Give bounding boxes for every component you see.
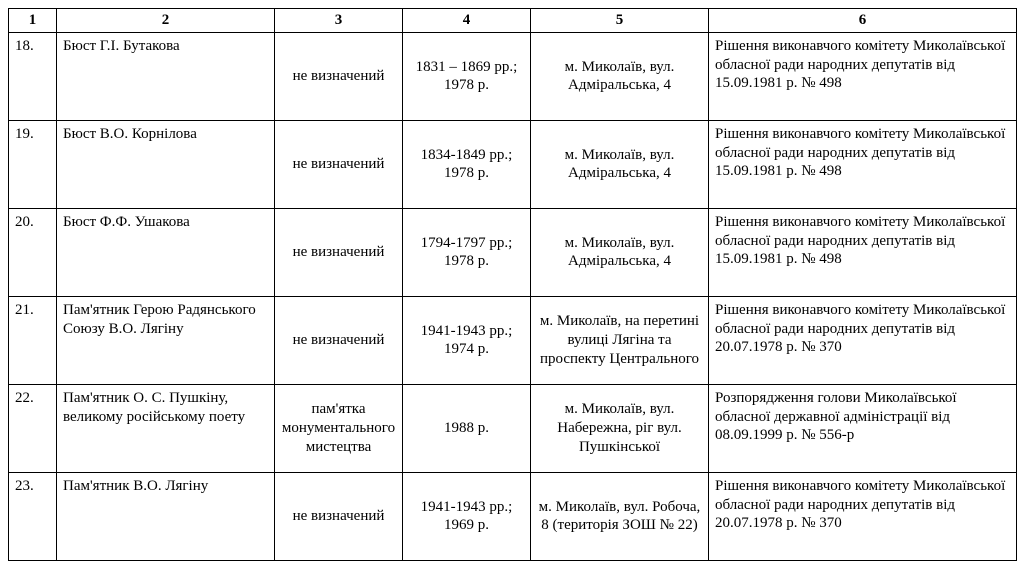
col-header-4: 4 bbox=[403, 9, 531, 33]
cell-number: 21. bbox=[9, 296, 57, 384]
col-header-6: 6 bbox=[709, 9, 1017, 33]
cell-dates: 1834-1849 рр.; 1978 р. bbox=[403, 120, 531, 208]
cell-name: Бюст Г.І. Бутакова bbox=[57, 32, 275, 120]
table-row: 21.Пам'ятник Герою Радянського Союзу В.О… bbox=[9, 296, 1017, 384]
col-header-5: 5 bbox=[531, 9, 709, 33]
cell-dates: 1988 р. bbox=[403, 384, 531, 472]
table-row: 19.Бюст В.О. Корніловане визначений1834-… bbox=[9, 120, 1017, 208]
monuments-table: 1 2 3 4 5 6 18.Бюст Г.І. Бутаковане визн… bbox=[8, 8, 1017, 561]
col-header-1: 1 bbox=[9, 9, 57, 33]
cell-name: Пам'ятник О. С. Пушкіну, великому російс… bbox=[57, 384, 275, 472]
cell-number: 23. bbox=[9, 472, 57, 560]
cell-name: Пам'ятник В.О. Лягіну bbox=[57, 472, 275, 560]
cell-address: м. Миколаїв, вул. Адміральська, 4 bbox=[531, 120, 709, 208]
cell-decision: Рішення виконавчого комітету Миколаївськ… bbox=[709, 296, 1017, 384]
cell-dates: 1941-1943 рр.; 1969 р. bbox=[403, 472, 531, 560]
cell-decision: Розпорядження голови Миколаївської облас… bbox=[709, 384, 1017, 472]
col-header-2: 2 bbox=[57, 9, 275, 33]
cell-dates: 1941-1943 рр.; 1974 р. bbox=[403, 296, 531, 384]
table-row: 20.Бюст Ф.Ф. Ушаковане визначений1794-17… bbox=[9, 208, 1017, 296]
cell-status: не визначений bbox=[275, 296, 403, 384]
cell-number: 22. bbox=[9, 384, 57, 472]
cell-status: не визначений bbox=[275, 472, 403, 560]
cell-dates: 1794-1797 рр.; 1978 р. bbox=[403, 208, 531, 296]
cell-address: м. Миколаїв, вул. Адміральська, 4 bbox=[531, 208, 709, 296]
cell-decision: Рішення виконавчого комітету Миколаївськ… bbox=[709, 32, 1017, 120]
table-header-row: 1 2 3 4 5 6 bbox=[9, 9, 1017, 33]
cell-address: м. Миколаїв, вул. Набережна, ріг вул. Пу… bbox=[531, 384, 709, 472]
table-row: 22.Пам'ятник О. С. Пушкіну, великому рос… bbox=[9, 384, 1017, 472]
cell-status: не визначений bbox=[275, 120, 403, 208]
cell-name: Пам'ятник Герою Радянського Союзу В.О. Л… bbox=[57, 296, 275, 384]
cell-status: не визначений bbox=[275, 32, 403, 120]
cell-status: не визначений bbox=[275, 208, 403, 296]
cell-address: м. Миколаїв, вул. Адміральська, 4 bbox=[531, 32, 709, 120]
table-row: 18.Бюст Г.І. Бутаковане визначений1831 –… bbox=[9, 32, 1017, 120]
cell-number: 18. bbox=[9, 32, 57, 120]
cell-decision: Рішення виконавчого комітету Миколаївськ… bbox=[709, 208, 1017, 296]
col-header-3: 3 bbox=[275, 9, 403, 33]
cell-address: м. Миколаїв, вул. Робоча, 8 (територія З… bbox=[531, 472, 709, 560]
cell-number: 20. bbox=[9, 208, 57, 296]
cell-status: пам'ятка монументального мистецтва bbox=[275, 384, 403, 472]
table-body: 18.Бюст Г.І. Бутаковане визначений1831 –… bbox=[9, 32, 1017, 560]
cell-decision: Рішення виконавчого комітету Миколаївськ… bbox=[709, 120, 1017, 208]
cell-address: м. Миколаїв, на перетині вулиці Лягіна т… bbox=[531, 296, 709, 384]
cell-number: 19. bbox=[9, 120, 57, 208]
cell-name: Бюст Ф.Ф. Ушакова bbox=[57, 208, 275, 296]
cell-dates: 1831 – 1869 рр.; 1978 р. bbox=[403, 32, 531, 120]
table-row: 23.Пам'ятник В.О. Лягінуне визначений194… bbox=[9, 472, 1017, 560]
cell-decision: Рішення виконавчого комітету Миколаївськ… bbox=[709, 472, 1017, 560]
cell-name: Бюст В.О. Корнілова bbox=[57, 120, 275, 208]
